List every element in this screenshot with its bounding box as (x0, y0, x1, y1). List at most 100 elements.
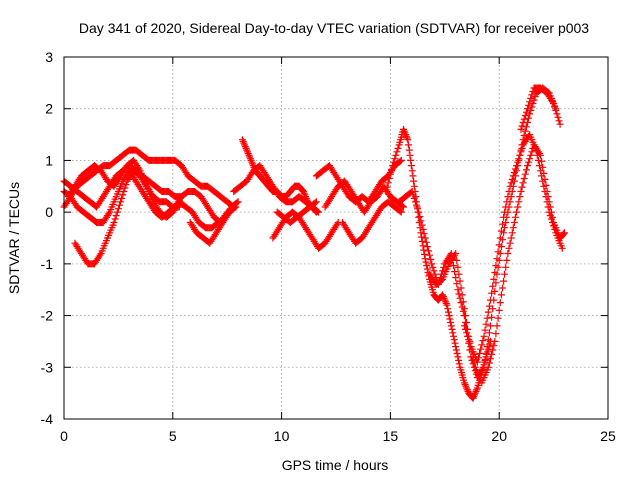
chart-title: Day 341 of 2020, Sidereal Day-to-day VTE… (79, 20, 589, 36)
data-point (382, 188, 390, 195)
data-point-interp (425, 247, 432, 255)
data-point-interp (423, 243, 431, 251)
data-point-interp (489, 282, 497, 290)
data-point (389, 162, 397, 170)
data-point-interp (452, 274, 460, 282)
data-point-interp (450, 262, 457, 270)
data-point-interp (416, 213, 424, 220)
data-point-interp (527, 94, 535, 102)
data-point-interp (410, 177, 418, 185)
data-point-interp (543, 198, 551, 206)
data-point-interp (503, 198, 511, 206)
data-point-interp (396, 157, 404, 165)
x-tick-label: 15 (383, 428, 399, 444)
data-point-interp (503, 256, 511, 264)
data-point-interp (439, 293, 447, 301)
x-tick-labels: 0 5 10 15 20 25 (60, 428, 616, 444)
data-point-interp (483, 314, 491, 322)
data-point-interp (409, 172, 417, 180)
data-point (506, 182, 514, 190)
data-point-interp (505, 188, 513, 195)
data-point-interp (311, 199, 319, 207)
data-point-interp (508, 175, 516, 183)
data-point (558, 244, 566, 252)
data-point-interp (510, 169, 518, 176)
data-point (556, 120, 564, 128)
y-tick-label: -4 (41, 411, 54, 427)
data-point-interp (465, 336, 473, 344)
data-point-interp (463, 329, 471, 337)
data-point-interp (534, 156, 542, 164)
data-point-interp (394, 144, 402, 152)
x-tick-label: 0 (60, 428, 68, 444)
data-point-interp (113, 208, 121, 216)
data-point-interp (552, 106, 560, 114)
data-point (400, 203, 407, 211)
data-point-interp (547, 215, 555, 223)
data-point-interp (445, 312, 453, 320)
data-point-interp (482, 320, 490, 328)
data-point-interp (112, 212, 120, 220)
data-point-interp (411, 198, 419, 206)
y-tick-labels: -4 -3 -2 -1 0 1 2 3 (41, 49, 54, 427)
data-point-interp (422, 238, 430, 246)
data-point-interp (507, 179, 515, 187)
data-point-interp (502, 203, 510, 211)
data-point-interp (405, 141, 412, 149)
x-tick-label: 5 (169, 428, 177, 444)
data-point-interp (470, 393, 478, 401)
data-point-interp (417, 217, 425, 225)
data-point-interp (403, 134, 411, 142)
data-point-interp (122, 181, 130, 189)
data-point-interp (460, 305, 468, 313)
data-point (315, 208, 323, 216)
data-point-interp (526, 98, 534, 106)
data-point-interp (527, 106, 535, 114)
data-point-interp (454, 353, 462, 361)
data-point-interp (407, 162, 415, 170)
data-point-interp (420, 246, 428, 254)
data-point-interp (518, 144, 526, 152)
data-point-interp (479, 365, 487, 373)
data-point-interp (413, 201, 420, 209)
data-point (243, 146, 251, 154)
data-point (517, 188, 525, 195)
data-point-interp (494, 314, 502, 322)
data-point-interp (392, 151, 400, 159)
data-point (524, 105, 531, 113)
data-point-interp (507, 234, 515, 242)
data-point-interp (462, 312, 469, 320)
data-point (550, 100, 558, 107)
data-point-interp (386, 170, 394, 178)
data-point-interp (521, 170, 529, 178)
data-point-interp (402, 132, 410, 140)
data-point-interp (517, 148, 525, 156)
data-point (454, 286, 462, 294)
data-point-interp (496, 234, 504, 242)
data-point-interp (463, 384, 471, 392)
data-point-interp (451, 251, 459, 259)
data-point-interp (479, 337, 487, 345)
data-point-interp (385, 175, 393, 182)
data-point-interp (515, 155, 523, 163)
data-point-interp (525, 101, 533, 109)
data-point (487, 322, 494, 330)
data-point-interp (116, 201, 123, 209)
data-point (524, 162, 531, 170)
data-point (484, 363, 492, 371)
data-point-interp (519, 179, 527, 187)
data-point-interp (483, 343, 491, 351)
data-point-interp (514, 203, 522, 211)
data-point (469, 394, 477, 402)
data-point-interp (457, 284, 465, 292)
data-point-interp (444, 308, 452, 316)
data-point-interp (560, 230, 568, 238)
data-point (487, 296, 494, 304)
data-point-interp (527, 151, 535, 159)
data-point-interp (455, 360, 463, 368)
data-point-interp (426, 251, 434, 259)
data-point (404, 136, 412, 144)
data-point-interp (502, 263, 510, 271)
data-point-interp (505, 244, 513, 252)
